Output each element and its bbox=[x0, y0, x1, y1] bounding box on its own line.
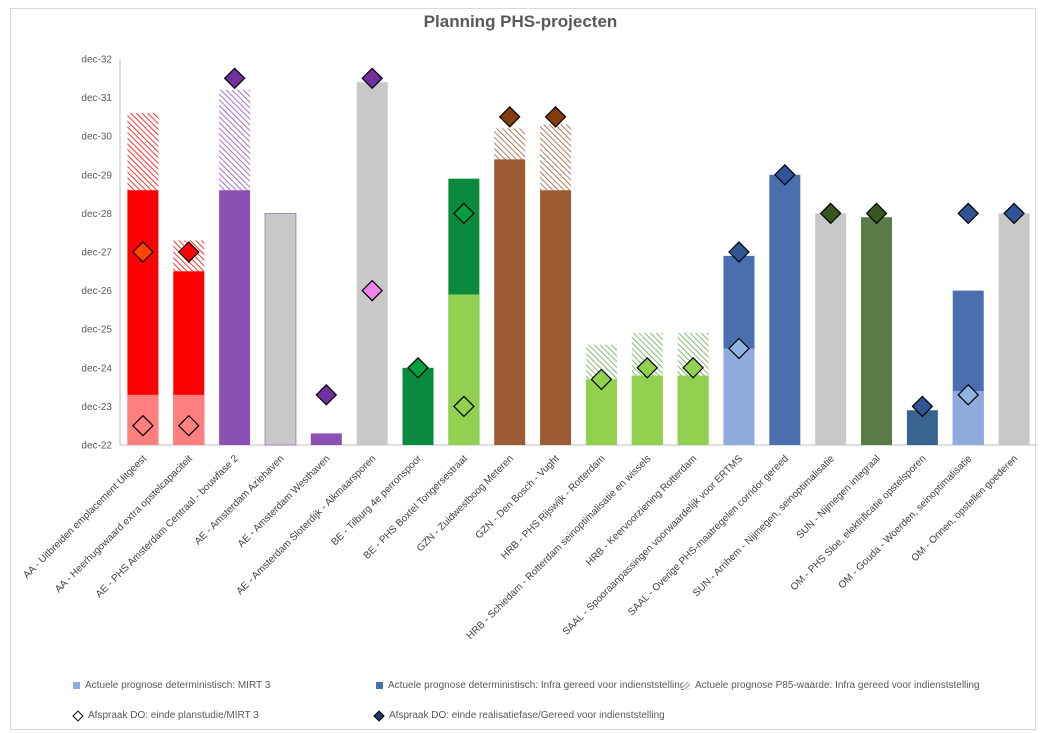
diamond-realisatie bbox=[865, 202, 888, 225]
bar-infra-gereed bbox=[815, 213, 847, 445]
y-tick-label: dec-31 bbox=[81, 93, 112, 104]
legend-swatch-dark-blue bbox=[376, 682, 383, 689]
diamond-realisatie bbox=[819, 202, 842, 225]
diamond-realisatie bbox=[773, 163, 796, 186]
diamond-realisatie bbox=[132, 241, 154, 263]
legend-label: Afspraak DO: einde planstudie/MIRT 3 bbox=[88, 710, 259, 721]
diamond-realisatie bbox=[177, 241, 200, 263]
y-tick-label: dec-28 bbox=[81, 209, 112, 220]
diamond-realisatie bbox=[407, 356, 429, 379]
diamond-realisatie bbox=[957, 202, 980, 225]
legend-item-mirt3: Actuele prognose deterministisch: MIRT 3 bbox=[73, 680, 270, 691]
legend-item-infra: Actuele prognose deterministisch: Infra … bbox=[376, 680, 685, 691]
y-tick-label: dec-25 bbox=[81, 325, 112, 336]
legend-label: Actuele prognose deterministisch: Infra … bbox=[388, 680, 686, 691]
diamond-planstudie bbox=[132, 414, 154, 437]
legend-item-planstudie: Afspraak DO: einde planstudie/MIRT 3 bbox=[72, 709, 259, 722]
diamond-planstudie bbox=[361, 279, 384, 302]
legend-item-realisatie: Afspraak DO: einde realisatiefase/Gereed… bbox=[373, 709, 665, 722]
y-tick-label: dec-30 bbox=[81, 132, 112, 143]
diamond-planstudie bbox=[728, 337, 750, 360]
y-tick-label: dec-32 bbox=[81, 55, 112, 66]
x-category-label: SAAL - Spooraanpassingen voorwaardelijk … bbox=[561, 453, 745, 637]
diamond-realisatie bbox=[728, 241, 750, 263]
bar-p85-hatch bbox=[494, 128, 526, 160]
bar-infra-gereed bbox=[356, 82, 388, 445]
bar-infra-gereed bbox=[540, 190, 572, 445]
legend-diamond-filled bbox=[373, 709, 385, 722]
diamond-planstudie bbox=[682, 356, 704, 379]
x-category-label: SAAL - Overige PHS-maatregelen corridor … bbox=[626, 453, 791, 618]
x-category-label: AE - Amsterdam Westhaven bbox=[236, 453, 332, 549]
diamond-realisatie bbox=[223, 67, 246, 90]
chart-title: Planning PHS-projecten bbox=[423, 12, 618, 31]
bar-mirt3 bbox=[631, 375, 663, 445]
legend-item-p85: Actuele prognose P85-waarde: Infra geree… bbox=[683, 680, 980, 691]
bar-mirt3 bbox=[448, 294, 480, 445]
diamond-planstudie bbox=[453, 395, 475, 418]
bar-infra-gereed bbox=[310, 433, 342, 445]
y-tick-label: dec-22 bbox=[81, 441, 112, 452]
legend-label: Actuele prognose P85-waarde: Infra geree… bbox=[695, 680, 980, 691]
bar-infra-gereed bbox=[494, 159, 526, 446]
bar-p85-hatch bbox=[127, 113, 159, 191]
bar-mirt3 bbox=[585, 379, 617, 445]
diamond-planstudie bbox=[636, 356, 659, 379]
y-tick-label: dec-24 bbox=[81, 363, 112, 374]
diamond-realisatie bbox=[1003, 202, 1025, 225]
bar-infra-gereed bbox=[264, 213, 297, 446]
y-tick-label: dec-26 bbox=[81, 286, 112, 297]
x-category-label: GZN - Den Bosch - Vught bbox=[474, 453, 562, 541]
diamond-realisatie bbox=[498, 106, 521, 128]
bar-infra-gereed bbox=[219, 190, 251, 445]
bar-infra-gereed bbox=[998, 213, 1030, 445]
diamond-realisatie bbox=[315, 383, 338, 406]
bar-infra-gereed bbox=[861, 217, 893, 445]
legend-swatch-hatched bbox=[683, 682, 690, 689]
legend-label: Actuele prognose deterministisch: MIRT 3 bbox=[85, 680, 271, 691]
bar-infra-gereed bbox=[402, 367, 434, 445]
y-tick-label: dec-29 bbox=[81, 170, 112, 181]
diamond-realisatie bbox=[911, 395, 934, 418]
x-category-label: GZN - Zuidwestboog Meteren bbox=[415, 453, 516, 554]
diamond-planstudie bbox=[590, 368, 613, 391]
bar-mirt3 bbox=[677, 375, 709, 445]
diamond-realisatie bbox=[453, 202, 475, 225]
x-category-label: SUN - Nijmegen integraal bbox=[795, 453, 883, 541]
bar-p85-hatch bbox=[219, 89, 251, 191]
diamond-planstudie bbox=[957, 383, 980, 406]
x-category-label: BE - Tilburg 4e perronspoor bbox=[330, 453, 425, 548]
y-tick-label: dec-23 bbox=[81, 402, 112, 413]
legend-label: Afspraak DO: einde realisatiefase/Gereed… bbox=[389, 710, 665, 721]
diamond-realisatie bbox=[361, 67, 384, 90]
diamond-planstudie bbox=[177, 414, 200, 437]
diamond-realisatie bbox=[544, 106, 567, 128]
bar-mirt3 bbox=[723, 348, 755, 445]
y-tick-label: dec-27 bbox=[81, 248, 112, 259]
legend-diamond-open bbox=[72, 709, 84, 722]
bar-infra-gereed bbox=[769, 174, 801, 446]
bar-p85-hatch bbox=[540, 124, 572, 191]
legend-swatch-light-blue bbox=[73, 682, 80, 689]
x-category-label: AE - Amsterdam Aziehaven bbox=[193, 453, 287, 547]
